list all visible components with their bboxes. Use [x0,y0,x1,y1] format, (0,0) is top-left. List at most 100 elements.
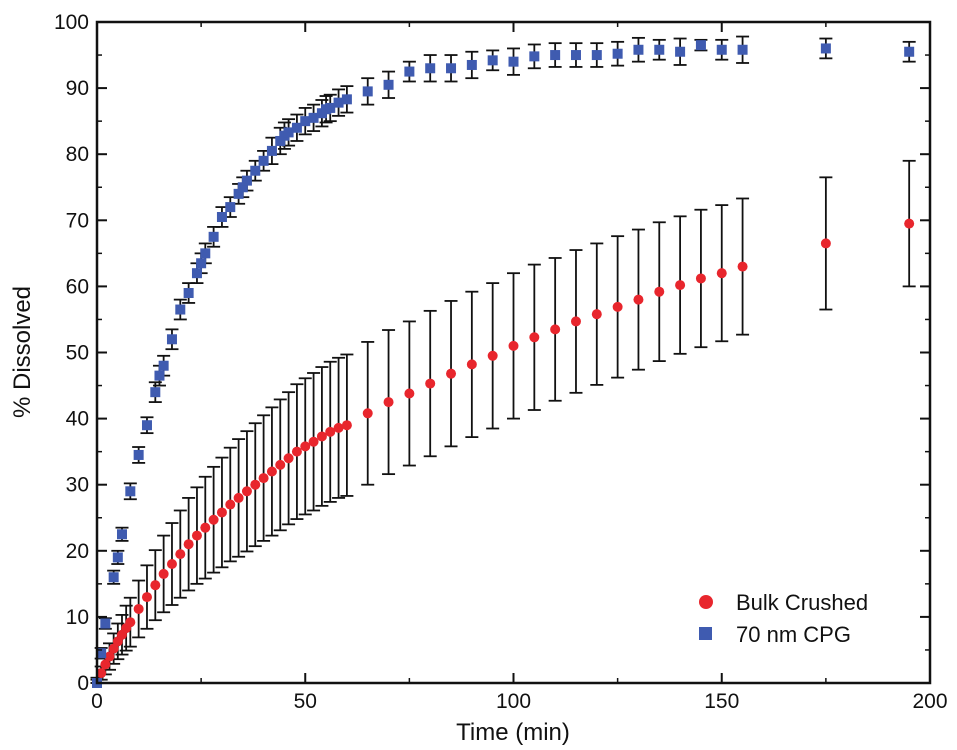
data-point-bulk-crushed [633,294,644,305]
legend: Bulk Crushed 70 nm CPG [699,590,868,647]
data-point-bulk-crushed [383,397,394,408]
data-point-bulk-crushed [695,273,706,284]
data-point-bulk-crushed [141,592,152,603]
data-point-bulk-crushed [175,549,186,560]
data-point-bulk-crushed [275,459,286,470]
data-point-bulk-crushed [100,659,111,670]
x-axis-title: Time (min) [456,719,570,746]
data-point-70-nm-cpg [591,50,602,61]
data-point-bulk-crushed [233,492,244,503]
data-point-70-nm-cpg [446,63,457,74]
legend-label-bulk-crushed: Bulk Crushed [736,590,868,615]
data-point-70-nm-cpg [300,116,311,127]
data-point-70-nm-cpg [116,529,127,540]
data-point-bulk-crushed [191,530,202,541]
data-point-bulk-crushed [166,559,177,570]
data-point-bulk-crushed [904,218,915,229]
data-point-bulk-crushed [654,286,665,297]
data-point-bulk-crushed [291,446,302,457]
data-point-70-nm-cpg [283,127,294,138]
data-point-70-nm-cpg [425,63,436,74]
data-point-70-nm-cpg [362,86,373,97]
legend-marker-bulk-crushed [699,595,713,609]
data-point-70-nm-cpg [404,66,415,77]
data-point-bulk-crushed [404,388,415,399]
data-point-bulk-crushed [529,332,540,343]
y-tick-label: 20 [66,540,89,563]
data-point-bulk-crushed [133,603,144,614]
y-tick-label: 30 [66,474,89,497]
legend-label-70nm-cpg: 70 nm CPG [736,622,851,647]
data-markers [92,40,915,688]
data-point-70-nm-cpg [341,94,352,105]
data-point-bulk-crushed [591,309,602,320]
data-point-70-nm-cpg [166,334,177,345]
data-point-bulk-crushed [316,431,327,442]
plot-frame [95,20,932,685]
error-bars [90,35,916,684]
data-point-70-nm-cpg [108,572,119,583]
data-point-bulk-crushed [570,316,581,327]
data-point-70-nm-cpg [216,211,227,222]
data-point-bulk-crushed [150,580,161,591]
x-tick-label: 50 [294,690,317,713]
data-point-bulk-crushed [183,539,194,550]
data-point-70-nm-cpg [258,155,269,166]
data-point-bulk-crushed [258,473,269,484]
data-point-70-nm-cpg [100,618,111,629]
x-tick-label: 0 [91,690,103,713]
x-tick-label: 200 [912,690,947,713]
data-point-70-nm-cpg [716,44,727,55]
data-point-bulk-crushed [466,359,477,370]
data-point-70-nm-cpg [275,135,286,146]
data-point-bulk-crushed [158,568,169,579]
data-point-bulk-crushed [283,453,294,464]
data-point-70-nm-cpg [233,188,244,199]
data-point-bulk-crushed [96,668,107,679]
data-point-bulk-crushed [716,268,727,279]
axis-ticks: 0 10 20 30 40 50 60 70 80 90 100 0 50 100 150 200 [54,11,948,713]
data-point-70-nm-cpg [904,46,915,57]
data-point-70-nm-cpg [158,360,169,371]
data-point-70-nm-cpg [196,258,207,269]
data-point-70-nm-cpg [675,46,686,57]
y-tick-label: 10 [66,606,89,629]
data-point-70-nm-cpg [266,145,277,156]
data-point-70-nm-cpg [141,420,152,431]
y-tick-label: 60 [66,275,89,298]
data-point-bulk-crushed [612,301,623,312]
data-point-70-nm-cpg [612,48,623,59]
data-point-bulk-crushed [266,466,277,477]
data-point-70-nm-cpg [308,112,319,123]
data-point-70-nm-cpg [550,50,561,61]
data-point-70-nm-cpg [487,55,498,66]
data-point-70-nm-cpg [225,202,236,213]
legend-marker-70nm-cpg [699,627,712,640]
data-point-70-nm-cpg [125,486,136,497]
data-point-70-nm-cpg [291,122,302,133]
data-point-bulk-crushed [241,486,252,497]
data-point-bulk-crushed [300,441,311,452]
data-point-70-nm-cpg [333,97,344,108]
data-point-70-nm-cpg [175,304,186,315]
data-point-bulk-crushed [225,499,236,510]
y-tick-label: 70 [66,209,89,232]
data-point-70-nm-cpg [570,50,581,61]
data-point-70-nm-cpg [820,43,831,54]
data-point-70-nm-cpg [150,387,161,398]
y-tick-label: 90 [66,77,89,100]
data-point-bulk-crushed [104,651,115,662]
data-point-70-nm-cpg [191,268,202,279]
data-point-70-nm-cpg [237,182,248,193]
data-point-bulk-crushed [308,436,319,447]
data-point-70-nm-cpg [241,175,252,186]
data-point-bulk-crushed [675,280,686,291]
data-point-70-nm-cpg [154,370,165,381]
data-point-70-nm-cpg [325,102,336,113]
data-point-bulk-crushed [425,378,436,389]
data-point-bulk-crushed [250,479,261,490]
data-point-70-nm-cpg [208,231,219,242]
y-tick-label: 0 [77,672,89,695]
y-axis-title: % Dissolved [9,286,36,418]
